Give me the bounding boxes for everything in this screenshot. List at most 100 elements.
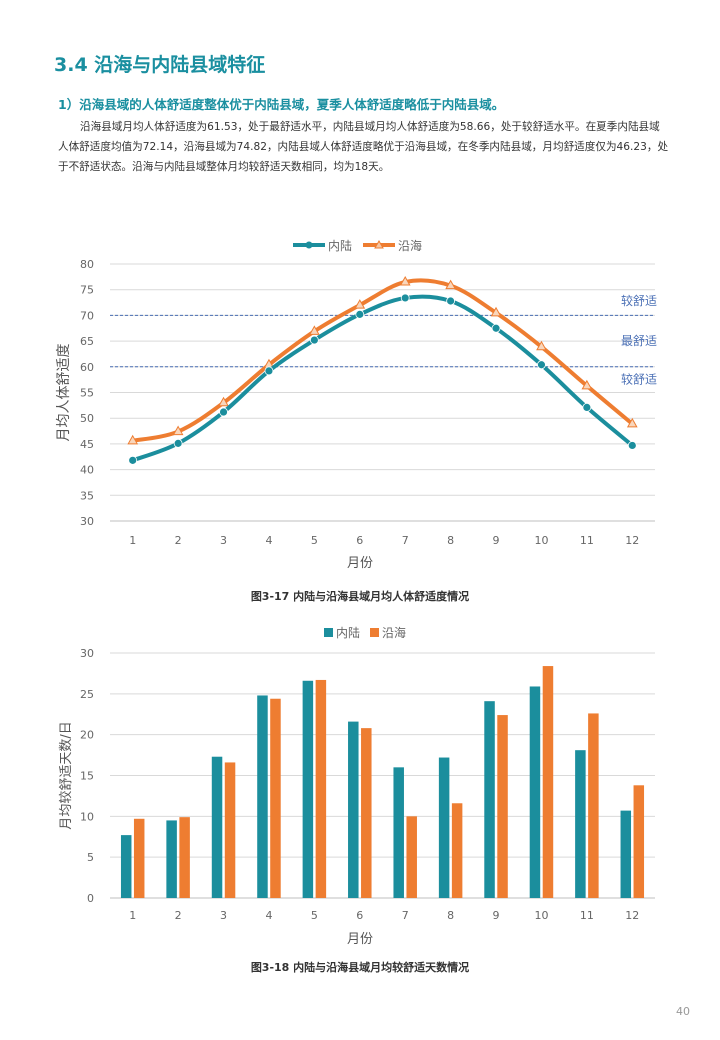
x-tick-label: 9 [493, 909, 500, 922]
chart2-legend: 内陆 沿海 [324, 625, 406, 640]
zone-label: 最舒适 [621, 334, 657, 348]
data-point-coastal [581, 379, 593, 390]
data-point-inland [264, 366, 274, 376]
x-tick-label: 2 [175, 909, 182, 922]
y-axis-title: 月均较舒适天数/日 [59, 721, 74, 829]
data-point-coastal [536, 340, 547, 351]
figure1-caption: 图3-17 内陆与沿海县域月均人体舒适度情况 [250, 590, 470, 603]
bar-inland [529, 686, 541, 898]
y-tick-label: 30 [80, 647, 94, 660]
legend-marker-inland [305, 241, 313, 249]
data-point-coastal [399, 275, 411, 286]
bar-inland [438, 757, 450, 898]
x-tick-label: 4 [265, 534, 272, 547]
legend-label-coastal: 沿海 [382, 625, 406, 640]
x-axis-title: 月份 [347, 932, 373, 947]
data-point-inland [219, 407, 228, 417]
y-tick-label: 10 [80, 810, 94, 823]
x-axis-title: 月份 [347, 556, 373, 571]
x-tick-label: 8 [447, 534, 454, 547]
bar-coastal [497, 715, 508, 898]
y-tick-label: 50 [80, 412, 94, 425]
data-point-inland [173, 438, 183, 448]
bar-coastal [406, 816, 417, 898]
bar-inland [348, 721, 359, 898]
y-tick-label: 0 [87, 892, 94, 905]
legend-label-inland: 内陆 [336, 625, 360, 640]
x-tick-label: 3 [220, 909, 227, 922]
data-point-coastal [218, 396, 229, 407]
data-point-inland [446, 296, 456, 306]
figure2-caption: 图3-18 内陆与沿海县域月均较舒适天数情况 [250, 961, 470, 974]
legend-marker-coastal [374, 239, 384, 249]
bar-inland [211, 756, 223, 898]
data-point-coastal [445, 279, 456, 290]
x-tick-label: 4 [265, 909, 272, 922]
bar-inland [120, 835, 132, 898]
x-tick-label: 11 [580, 909, 594, 922]
bar-inland [620, 810, 632, 898]
x-tick-label: 7 [402, 534, 409, 547]
y-tick-label: 20 [80, 729, 94, 742]
data-point-inland [491, 323, 501, 333]
data-point-inland [537, 360, 546, 370]
zone-label: 较舒适 [621, 293, 657, 308]
y-tick-label: 80 [80, 258, 94, 271]
bar-inland [166, 820, 177, 898]
bar-inland [393, 767, 404, 898]
data-point-inland [309, 335, 319, 345]
legend-swatch-inland [324, 628, 333, 637]
data-point-coastal [354, 299, 366, 309]
x-tick-label: 3 [220, 534, 227, 547]
bar-inland [484, 701, 495, 898]
bar-coastal [542, 666, 554, 898]
y-tick-label: 70 [80, 309, 94, 322]
bar-coastal [133, 818, 145, 898]
bar-coastal [315, 679, 327, 898]
data-point-inland [627, 441, 637, 450]
x-tick-label: 1 [129, 909, 136, 922]
y-tick-label: 15 [80, 770, 94, 783]
bar-coastal [588, 713, 599, 898]
chart1-legend: 内陆 沿海 [293, 238, 422, 253]
x-tick-label: 5 [311, 909, 318, 922]
bar-coastal [633, 785, 645, 898]
bar-inland [257, 695, 268, 898]
bar-coastal [451, 803, 463, 898]
x-tick-label: 5 [311, 534, 318, 547]
legend-label-coastal: 沿海 [398, 238, 422, 253]
data-point-coastal [490, 306, 502, 317]
zone-label: 较舒适 [621, 372, 657, 387]
x-tick-label: 6 [356, 534, 363, 547]
y-tick-label: 30 [80, 515, 94, 528]
x-tick-label: 7 [402, 909, 409, 922]
y-tick-label: 65 [80, 335, 94, 348]
bar-coastal [361, 728, 372, 898]
data-point-inland [128, 455, 138, 465]
data-point-inland [400, 293, 410, 303]
data-point-coastal [626, 417, 638, 428]
data-point-coastal [172, 425, 184, 436]
x-tick-label: 6 [356, 909, 363, 922]
y-tick-label: 25 [80, 688, 94, 701]
y-tick-label: 60 [80, 361, 94, 374]
y-tick-label: 35 [80, 489, 94, 502]
data-point-coastal [309, 325, 320, 335]
y-tick-label: 5 [87, 851, 94, 864]
x-tick-label: 9 [493, 534, 500, 547]
y-tick-label: 55 [80, 387, 94, 400]
bar-coastal [179, 817, 190, 898]
body-paragraph: 沿海县域月均人体舒适度为61.53，处于最舒适水平，内陆县域月均人体舒适度为58… [58, 121, 669, 173]
legend-swatch-coastal [370, 628, 379, 637]
series-line-inland [132, 294, 634, 463]
section-title: 3.4 沿海与内陆县域特征 [54, 54, 266, 76]
data-point-inland [582, 403, 592, 412]
x-tick-label: 12 [625, 909, 639, 922]
bar-inland [575, 750, 586, 898]
x-tick-label: 8 [447, 909, 454, 922]
data-point-coastal [127, 434, 139, 445]
x-tick-label: 10 [534, 909, 548, 922]
y-tick-label: 45 [80, 438, 94, 451]
